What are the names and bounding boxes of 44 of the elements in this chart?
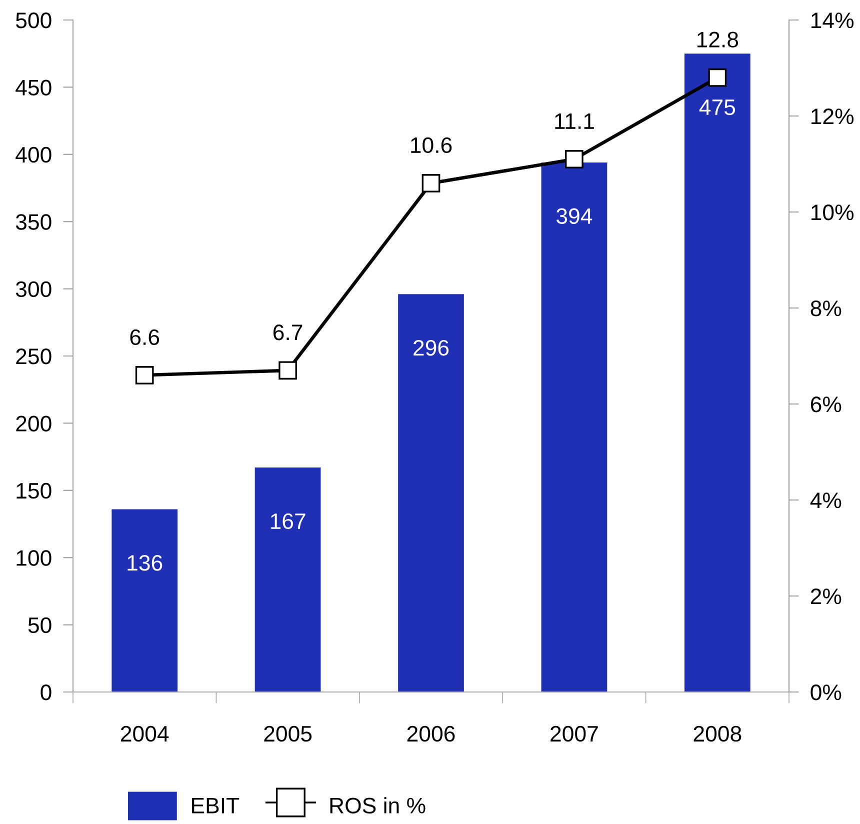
point (708, 68, 727, 87)
y2-tick-label: 2% (810, 588, 842, 604)
data-label: 394 (556, 208, 592, 224)
y-tick-label: 0 (40, 684, 52, 700)
y-tick-label: 450 (16, 80, 52, 96)
data-label: 10.6 (411, 137, 452, 154)
x-tick-label: 2008 (694, 726, 742, 742)
point (278, 361, 297, 380)
data-label: 11.1 (555, 114, 594, 129)
data-label: 296 (414, 340, 449, 356)
y-tick-label: 300 (16, 281, 52, 298)
y2-tick-label: 12% (812, 108, 854, 124)
x-tick-label: 2007 (550, 726, 598, 742)
y2-tick-label: 10% (812, 204, 854, 220)
x-tick-label: 2006 (407, 726, 455, 742)
legend-label: ROS in % (330, 797, 426, 814)
data-label: 167 (270, 513, 306, 530)
y2-tick-label: 4% (810, 492, 842, 508)
data-label: 475 (699, 100, 736, 116)
y-tick-label: 350 (16, 214, 52, 230)
data-label: 136 (128, 555, 162, 571)
y-tick-label: 200 (16, 416, 52, 432)
y-tick-label: 500 (16, 12, 52, 28)
x-tick-label: 2005 (264, 726, 312, 742)
x-tick-label: 2004 (121, 726, 169, 742)
bar (541, 162, 608, 692)
point (565, 150, 584, 168)
bar (112, 509, 178, 692)
y-tick-label: 400 (16, 146, 52, 163)
bar (254, 468, 321, 692)
data-label: 6.6 (130, 329, 160, 346)
data-label: 12.8 (697, 32, 738, 48)
y2-tick-label: 0% (810, 684, 842, 700)
data-label: 6.7 (273, 324, 302, 340)
y2-tick-label: 8% (810, 300, 842, 316)
bar (684, 54, 750, 692)
y-tick-label: 100 (16, 550, 52, 566)
y2-tick-label: 6% (810, 396, 842, 412)
y2-tick-label: 14% (812, 12, 854, 28)
y-tick-label: 150 (16, 482, 52, 499)
bar (398, 294, 464, 692)
y-tick-label: 250 (16, 348, 52, 364)
y-tick-label: 50 (28, 617, 52, 634)
legend-label: EBIT (192, 798, 240, 814)
